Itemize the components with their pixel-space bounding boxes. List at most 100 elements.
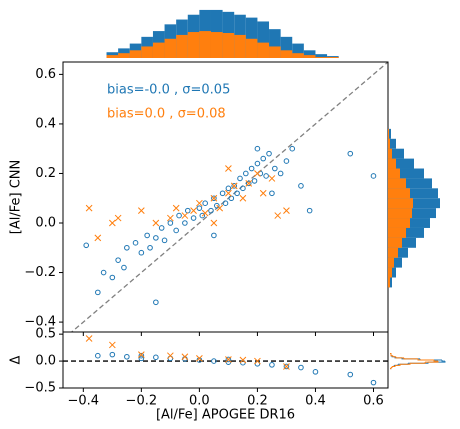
- circle-point: [100, 269, 107, 276]
- histogram-bar: [234, 34, 246, 58]
- circle-point: [153, 299, 159, 306]
- circle-point: [231, 183, 238, 189]
- cross-point: [201, 209, 209, 217]
- circle-point: [153, 354, 159, 361]
- circle-point: [347, 150, 354, 157]
- x-tick-label: −0.4: [68, 394, 100, 409]
- cross-point: [283, 363, 290, 370]
- histogram-bar: [388, 218, 410, 228]
- cross-point: [239, 194, 247, 202]
- circle-point: [272, 165, 278, 172]
- y-axis-label: [Al/Fe] CNN: [9, 160, 24, 234]
- histogram-bar: [129, 50, 142, 58]
- circle-point: [144, 232, 150, 239]
- circle-point: [153, 235, 159, 241]
- circle-point: [277, 170, 284, 177]
- cross-point: [230, 182, 238, 190]
- circle-point: [254, 145, 261, 152]
- histogram-bar: [388, 277, 390, 288]
- plot-area: [63, 335, 388, 386]
- circle-point: [138, 352, 145, 359]
- y-tick-label: 0.6: [35, 67, 56, 82]
- circle-point: [370, 379, 377, 386]
- histogram-bar: [269, 29, 281, 58]
- y-tick-label: −0.5: [24, 381, 56, 396]
- circle-point: [147, 244, 153, 251]
- histogram-bar: [315, 54, 328, 58]
- circle-point: [138, 249, 145, 256]
- circle-point: [184, 207, 191, 214]
- circle-point: [283, 363, 290, 370]
- histogram-bar: [388, 227, 406, 238]
- cross-point: [254, 170, 261, 177]
- histogram-bar: [292, 53, 304, 58]
- cross-point: [225, 356, 232, 363]
- cross-point: [181, 212, 189, 219]
- circle-point: [254, 160, 261, 167]
- histogram-bar: [388, 148, 392, 159]
- cross-point: [210, 219, 218, 227]
- circle-point: [370, 173, 377, 179]
- circle-point: [219, 190, 226, 197]
- x-tick-label: 0.2: [247, 394, 268, 409]
- axes-frame: [62, 331, 389, 389]
- circle-point: [167, 220, 174, 226]
- histogram-bar: [303, 50, 316, 58]
- circle-point: [199, 212, 206, 219]
- cross-point: [225, 189, 232, 197]
- histogram-bar: [280, 50, 293, 58]
- histogram-bar: [388, 148, 404, 159]
- y-tick-label: −0.4: [24, 315, 56, 330]
- cross-point: [181, 353, 189, 361]
- circle-point: [245, 180, 252, 187]
- histogram-bar: [388, 168, 400, 179]
- histogram-bar: [210, 32, 223, 58]
- histogram-bar: [388, 198, 413, 209]
- histogram-bar: [280, 36, 293, 58]
- circle-point: [225, 356, 232, 363]
- y-tick-label: 0.0: [35, 216, 56, 231]
- circle-point: [266, 150, 272, 157]
- histogram-bar: [388, 128, 391, 139]
- circle-point: [176, 212, 182, 219]
- histogram-bar: [388, 158, 396, 169]
- cross-point: [216, 204, 224, 212]
- histogram-bar: [388, 188, 410, 199]
- x-tick-label: 0.6: [363, 394, 384, 409]
- histogram-bar: [315, 57, 328, 58]
- plot-area: [70, 62, 388, 332]
- histogram-bar: [388, 257, 394, 268]
- circle-point: [225, 185, 232, 192]
- circle-point: [243, 170, 249, 177]
- x-tick-label: −0.2: [126, 394, 158, 409]
- circle-point: [312, 369, 319, 375]
- step-segment: [391, 366, 393, 369]
- histogram-bar: [106, 55, 119, 58]
- histogram-bar: [388, 198, 440, 209]
- circle-point: [306, 207, 313, 214]
- circle-point: [161, 237, 168, 244]
- histogram-bar: [257, 42, 270, 58]
- histogram-bar: [257, 21, 270, 58]
- y-tick-label: 0.4: [35, 116, 56, 131]
- histogram-bar: [292, 43, 304, 58]
- histogram-bar: [388, 158, 414, 169]
- circle-point: [251, 178, 258, 184]
- histogram-bar: [141, 46, 153, 58]
- cross-point: [259, 189, 267, 197]
- circle-point: [202, 200, 208, 206]
- reference-diagonal: [70, 62, 388, 332]
- histogram-bar: [269, 46, 281, 58]
- circle-point: [269, 362, 275, 368]
- circle-point: [124, 353, 130, 360]
- histogram-bar: [199, 31, 211, 58]
- cross-point: [137, 351, 145, 358]
- histogram-bar: [388, 267, 392, 278]
- cross-point: [94, 234, 102, 242]
- circle-point: [248, 165, 255, 172]
- circle-point: [211, 358, 217, 364]
- y-axis-label: Δ: [9, 355, 24, 364]
- histogram-bar: [388, 188, 438, 199]
- circle-point: [289, 145, 296, 152]
